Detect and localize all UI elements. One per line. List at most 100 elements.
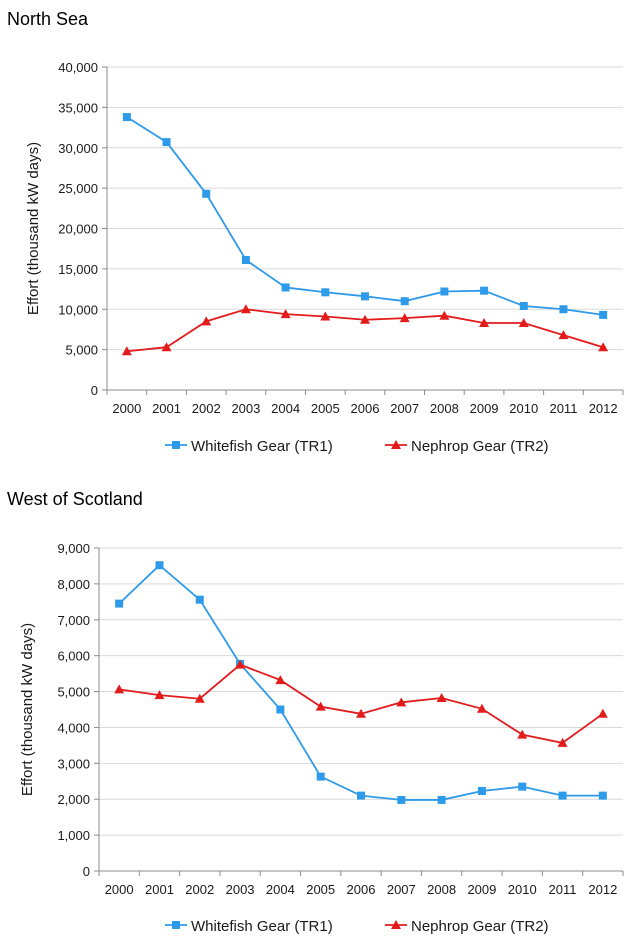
y-tick-label: 15,000: [58, 262, 98, 277]
data-point: [194, 693, 205, 703]
data-point: [476, 703, 487, 713]
line-chart-north-sea: 0 5,000 10,000 15,000 20,000 25,000 30,000 35,0…: [25, 60, 624, 455]
data-point: [557, 737, 568, 747]
legend-label: Nephrop Gear (TR2): [411, 918, 549, 935]
x-tick-label: 2003: [226, 882, 255, 897]
y-tick-label: 0: [83, 864, 90, 879]
x-tick-label: 2012: [588, 882, 617, 897]
legend-label: Whitefish Gear (TR1): [191, 438, 333, 455]
data-point: [162, 138, 171, 147]
series-nephrop: [121, 304, 609, 356]
data-point: [518, 782, 527, 791]
y-tick-label: 40,000: [58, 60, 98, 75]
data-point: [201, 316, 212, 326]
x-tick-label: 2000: [105, 882, 134, 897]
x-tick-label: 2007: [387, 882, 416, 897]
series-line: [119, 663, 604, 744]
x-tick-label: 2006: [347, 882, 376, 897]
y-tick-label: 2,000: [57, 792, 90, 807]
y-tick-label: 25,000: [58, 181, 98, 196]
data-point: [316, 772, 325, 781]
data-point: [440, 287, 449, 296]
chart-title: West of Scotland: [7, 489, 143, 509]
y-tick-label: 35,000: [58, 100, 98, 115]
data-point: [517, 729, 528, 739]
series-whitefish: [122, 113, 608, 319]
x-tick-label: 2008: [427, 882, 456, 897]
data-point: [597, 708, 608, 718]
x-tick-label: 2002: [192, 401, 221, 416]
data-point: [240, 304, 251, 314]
y-tick-label: 7,000: [57, 613, 90, 628]
data-point: [321, 288, 330, 297]
data-point: [115, 599, 124, 608]
data-point: [155, 561, 164, 570]
y-tick-label: 3,000: [57, 756, 90, 771]
x-tick-label: 2009: [470, 401, 499, 416]
data-point: [361, 292, 369, 301]
data-point: [356, 708, 366, 718]
legend: Whitefish Gear (TR1) Nephrop Gear (TR2): [165, 918, 549, 935]
x-tick-label: 2002: [185, 882, 214, 897]
data-point: [122, 113, 131, 122]
data-point: [320, 311, 331, 321]
y-tick-label: 6,000: [57, 649, 90, 664]
x-tick-label: 2007: [390, 401, 419, 416]
series-nephrop: [114, 659, 608, 747]
x-tick-label: 2010: [508, 882, 537, 897]
y-tick-label: 9,000: [57, 541, 90, 556]
chart-panel-north-sea: North Sea 0 5,000 10,000 15,000 20,000 25,000…: [0, 0, 640, 470]
data-point: [397, 795, 406, 804]
data-point: [479, 317, 490, 327]
data-point: [518, 317, 529, 327]
data-point: [558, 330, 569, 340]
data-point: [161, 342, 172, 352]
data-point: [275, 675, 286, 685]
legend-marker: [391, 920, 401, 929]
data-point: [114, 684, 125, 694]
data-point: [281, 283, 290, 292]
x-tick-label: 2000: [112, 401, 141, 416]
data-point: [202, 189, 211, 198]
data-point: [399, 313, 410, 323]
legend-marker: [172, 441, 180, 449]
x-tick-label: 2008: [430, 401, 459, 416]
x-tick-label: 2012: [589, 401, 618, 416]
data-point: [439, 310, 450, 320]
y-tick-label: 30,000: [58, 141, 98, 156]
x-tick-label: 2005: [311, 401, 340, 416]
y-tick-label: 5,000: [57, 685, 90, 700]
x-tick-label: 2004: [271, 401, 300, 416]
chart-title: North Sea: [7, 9, 89, 29]
data-point: [235, 659, 246, 669]
x-tick-label: 2004: [266, 882, 295, 897]
data-point: [121, 346, 132, 356]
data-point: [437, 795, 446, 804]
legend-marker: [391, 440, 401, 449]
data-point: [598, 342, 609, 352]
series-line: [118, 564, 603, 801]
line-chart-west-of-scotland: 0 1,000 2,000 3,000 4,000 5,000 6,000 7,000 8,00…: [19, 541, 624, 935]
y-tick-label: 4,000: [57, 720, 90, 735]
data-point: [519, 302, 528, 311]
x-tick-label: 2011: [549, 401, 577, 416]
x-tick-label: 2006: [351, 401, 380, 416]
x-tick-label: 2005: [306, 882, 335, 897]
y-tick-label: 0: [91, 383, 98, 398]
y-axis-label: Effort (thousand kW days): [25, 142, 42, 315]
series-line: [126, 116, 604, 316]
data-point: [357, 791, 365, 800]
x-tick-label: 2010: [509, 401, 538, 416]
legend: Whitefish Gear (TR1) Nephrop Gear (TR2): [165, 438, 549, 455]
legend-label: Nephrop Gear (TR2): [411, 438, 549, 455]
x-tick-label: 2009: [467, 882, 496, 897]
legend-label: Whitefish Gear (TR1): [191, 918, 333, 935]
y-tick-label: 8,000: [57, 577, 90, 592]
data-point: [154, 690, 165, 700]
y-axis-label: Effort (thousand kW days): [19, 623, 36, 796]
x-tick-label: 2001: [152, 401, 181, 416]
y-tick-label: 5,000: [65, 343, 98, 358]
data-point: [195, 595, 204, 604]
data-point: [315, 701, 326, 711]
data-point: [241, 255, 250, 264]
